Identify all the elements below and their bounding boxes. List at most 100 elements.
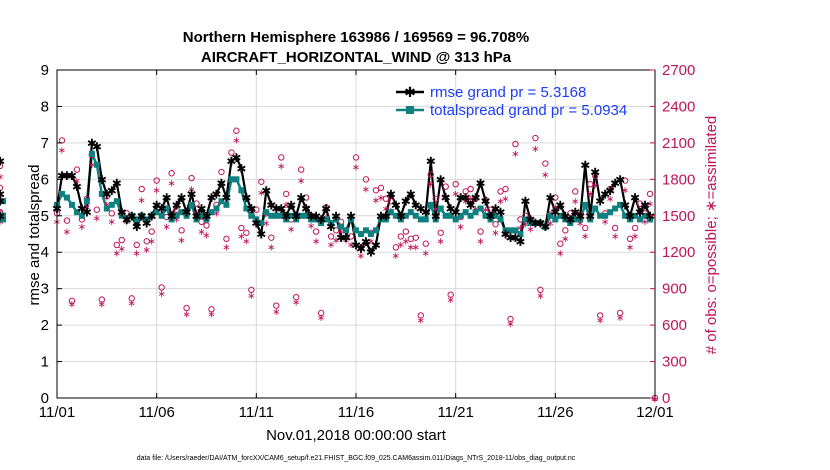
totalspread-point [308,216,315,223]
totalspread-point [168,216,175,223]
possible-obs-point [293,293,300,301]
axis-ticks: 11/01 11/06 11/11 11/16 11/21 11/26 12/0101234… [39,62,696,421]
rmse-point: ✱ [436,173,446,187]
assimilated-obs-point: ∗ [501,194,509,205]
possible-obs-point [228,149,235,156]
assimilated-obs-point: ∗ [432,204,440,215]
possible-obs-point [158,284,165,291]
rmse-point: ✱ [316,213,326,227]
rmse-point: ✱ [456,191,466,205]
assimilated-obs-point: ∗ [621,186,629,197]
totalspread-point [422,216,429,223]
x-tick-label: 11/16 [338,404,374,421]
totalspread-point [482,212,489,219]
rmse-point: ✱ [246,202,256,216]
totalspread-point [303,212,310,219]
assimilated-obs-point: ∗ [297,176,305,187]
totalspread-point [163,205,170,212]
assimilated-obs-point: ∗ [302,203,310,214]
totalspread-point [63,194,70,201]
rmse-point: ✱ [261,184,271,198]
rmse-point: ✱ [331,209,341,223]
possible-obs-point [437,229,444,236]
totalspread-point [98,190,105,197]
totalspread-point [462,209,469,216]
totalspread-point [178,209,185,216]
assimilated-obs-point: ∗ [456,222,464,233]
legend-spread-label: totalspread grand pr = 5.0934 [430,102,627,119]
totalspread-point [258,220,265,227]
totalspread-point [0,212,6,219]
totalspread-point [113,198,120,205]
possible-obs-point [552,194,559,201]
y-tick-label-left: 7 [41,135,49,152]
possible-obs-point [302,194,310,201]
possible-obs-point [153,177,160,184]
assimilated-obs-point: ∗ [287,224,295,235]
totalspread-point [188,201,195,208]
assimilated-obs-point: ∗ [212,209,220,220]
rmse-point: ✱ [336,231,346,245]
possible-obs-point [138,185,145,193]
totalspread-point [268,212,275,219]
possible-obs-point [178,227,185,234]
rmse-point: ✱ [620,198,630,212]
assimilated-obs-point: ∗ [357,251,365,262]
rmse-point: ✱ [371,238,381,252]
rmse-point: ✱ [276,202,286,216]
rmse-point: ✱ [182,206,192,220]
assimilated-obs-point: ∗ [227,156,235,167]
y-tick-label-right: 1800 [662,171,695,188]
assimilated-obs-point: ∗ [113,249,121,260]
rmse-point: ✱ [505,231,515,245]
rmse-point: ✱ [107,184,117,198]
assimilated-obs-point: ∗ [626,243,634,254]
rmse-point: ✱ [540,220,550,234]
assimilated-obs-point: ∗ [531,144,539,155]
totalspread-point [412,212,419,219]
totalspread-point [402,212,409,219]
assimilated-obs-point: ∗ [128,299,136,310]
rmse-point: ✱ [600,187,610,201]
totalspread-point [133,216,140,223]
rmse-point: ✱ [451,206,461,220]
totalspread-point [497,216,504,223]
totalspread-point [78,212,85,219]
y-tick-label-right: 2700 [662,62,695,79]
rmse-point: ✱ [595,195,605,209]
assimilated-obs-point: ∗ [172,215,180,226]
assimilated-obs-point: ∗ [402,237,410,248]
totalspread-point [372,227,379,234]
totalspread-point [333,216,340,223]
possible-obs-point [467,185,474,193]
assimilated-obs-point: ∗ [382,204,390,215]
totalspread-point [612,205,619,212]
totalspread-point [103,205,110,212]
rmse-point: ✱ [281,209,291,223]
possible-obs-point [203,222,210,229]
totalspread-point [502,227,509,234]
assimilated-obs-point: ∗ [641,217,649,228]
rmse-point: ✱ [525,213,535,227]
totalspread-point [537,220,544,227]
assimilated-obs-point: ∗ [147,237,155,248]
data-file-footer: data file: /Users/raeder/DAI/ATM_forcXX/… [137,455,576,462]
totalspread-point [218,198,225,205]
assimilated-obs-point: ∗ [496,196,504,207]
possible-obs-point [168,170,175,177]
totalspread-point [557,212,564,219]
x-tick-label: 11/06 [138,404,174,421]
assimilated-obs-point: ∗ [93,213,101,224]
assimilated-obs-point: ∗ [197,227,205,238]
possible-obs-point [322,204,330,211]
possible-obs-point [537,286,544,294]
assimilated-obs-point: ∗ [576,218,584,229]
possible-obs-point [502,185,509,193]
rmse-point: ✱ [361,235,371,249]
assimilated-obs-point: ∗ [556,249,564,260]
totalspread-point [238,187,245,194]
totalspread-point [397,216,404,223]
totalspread-point [407,209,414,216]
assimilated-obs-point: ∗ [143,245,151,256]
possible-obs-point [238,224,245,232]
